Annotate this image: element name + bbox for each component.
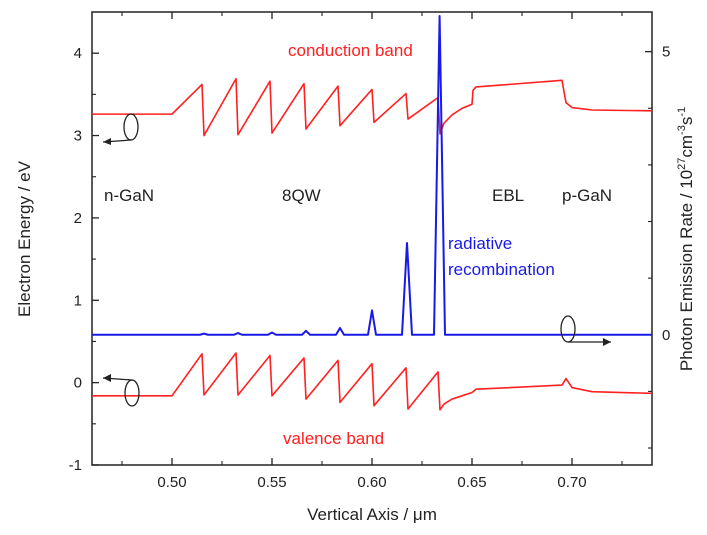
plot-frame (91, 11, 653, 466)
emission-arrow-head-icon (603, 338, 611, 346)
y-left-tick-label: -1 (69, 457, 82, 474)
y-axis-left: -1 0 1 2 3 4 (69, 45, 99, 474)
conduction-ellipse-icon (123, 113, 139, 141)
valence-ellipse-icon (124, 379, 140, 407)
series-valence-band (92, 352, 653, 411)
y-axis-right-title-sup3: -1 (676, 107, 688, 117)
y-axis-left-title: Electron Energy / eV (15, 160, 34, 317)
valence-axis-indicator (102, 374, 140, 407)
radiative-label-line2: recombination (448, 260, 555, 279)
y-axis-right-title: Photon Emission Rate / 1027cm-3s-1 (676, 107, 696, 371)
emission-axis-indicator (560, 315, 611, 346)
y-axis-right-title-sup2: -3 (676, 125, 688, 135)
series-conduction-band (92, 77, 653, 137)
y-axis-right-title-main: Photon Emission Rate / 10 (677, 170, 696, 371)
emission-ellipse-icon (560, 315, 576, 343)
y-left-tick-label: 2 (74, 210, 82, 227)
series-radiative-recombination (92, 14, 652, 336)
x-tick-label: 0.60 (357, 474, 386, 491)
y-left-tick-label: 1 (74, 292, 82, 309)
x-axis: 0.50 0.55 0.60 0.65 0.70 (121, 12, 623, 491)
radiative-label-line1: radiative (448, 234, 512, 253)
y-axis-right-title-mid: cm (677, 135, 696, 158)
y-axis-right: 05 (645, 44, 670, 449)
8qw-label: 8QW (282, 186, 321, 205)
n-gan-label: n-GaN (104, 186, 154, 205)
y-right-tick-label: 0 (662, 327, 670, 344)
conduction-arrow-head-icon (103, 138, 111, 145)
y-left-tick-label: 4 (74, 45, 82, 62)
series-layer (92, 14, 653, 411)
x-tick-label: 0.55 (257, 474, 286, 491)
x-axis-title: Vertical Axis / μm (307, 505, 437, 524)
y-axis-right-title-sup1: 27 (676, 158, 688, 170)
valence-arrow-head-icon (103, 374, 111, 382)
conduction-band-label: conduction band (288, 41, 413, 60)
x-tick-label: 0.65 (457, 474, 486, 491)
ebl-label: EBL (492, 186, 524, 205)
y-right-tick-label: 5 (662, 44, 670, 61)
x-tick-label: 0.70 (557, 474, 586, 491)
x-tick-label: 0.50 (157, 474, 186, 491)
y-left-tick-label: 3 (74, 128, 82, 145)
y-axis-right-title-end: s (677, 117, 696, 126)
y-left-tick-label: 0 (74, 375, 82, 392)
conduction-axis-indicator (102, 113, 139, 145)
p-gan-label: p-GaN (562, 186, 612, 205)
valence-band-label: valence band (283, 429, 384, 448)
